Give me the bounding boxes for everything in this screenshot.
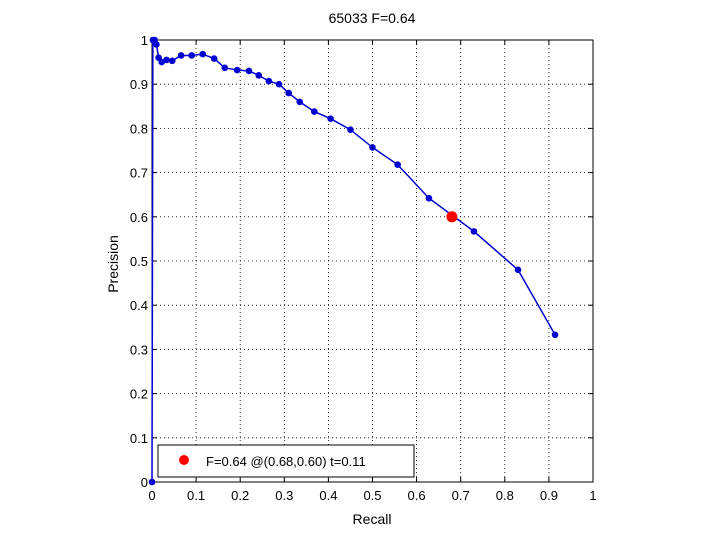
data-point: [265, 77, 273, 85]
data-point: [310, 108, 318, 115]
x-tick-label: 0.9: [540, 488, 558, 503]
data-point: [163, 56, 170, 64]
legend: F=0.64 @(0.68,0.60) t=0.11: [157, 444, 415, 478]
data-point: [255, 72, 263, 79]
data-point: [188, 52, 195, 59]
y-tick-label: 0.4: [130, 298, 148, 313]
data-point: [369, 144, 376, 151]
data-point: [551, 331, 559, 339]
y-tick-label: 1: [141, 33, 148, 48]
y-tick-label: 0.7: [130, 166, 148, 181]
data-point: [394, 161, 401, 168]
data-point: [153, 41, 160, 48]
data-point: [168, 57, 176, 65]
data-point: [285, 89, 293, 97]
legend-box: [157, 444, 415, 478]
data-point: [275, 80, 283, 88]
y-tick-label: 0.2: [130, 387, 148, 402]
data-point: [148, 478, 156, 486]
x-tick-label: 0.1: [187, 488, 205, 503]
legend-text: F=0.64 @(0.68,0.60) t=0.11: [206, 454, 366, 469]
y-tick-label: 0.6: [130, 210, 148, 225]
y-tick-label: 0.3: [130, 342, 148, 357]
grid-lines: [152, 40, 593, 482]
data-point: [199, 50, 207, 58]
data-point: [514, 266, 522, 274]
data-point: [245, 67, 253, 75]
data-point: [347, 126, 354, 134]
legend-marker: [179, 455, 189, 465]
x-axis-label: Recall: [353, 511, 392, 527]
chart-title: 65033 F=0.64: [329, 10, 416, 26]
x-tick-label: 0: [148, 488, 155, 503]
y-axis-label: Precision: [105, 235, 121, 293]
y-tick-label: 0: [141, 475, 148, 490]
data-point: [210, 55, 218, 62]
best-f-point: [446, 211, 458, 223]
x-tick-label: 0.8: [496, 488, 514, 503]
y-tick-labels: 0 0.1 0.2 0.3 0.4 0.5 0.6 0.7 0.8 0.9 1: [130, 33, 148, 490]
series-group: [148, 36, 559, 486]
data-point: [296, 98, 304, 106]
x-tick-labels: 0 0.1 0.2 0.3 0.4 0.5 0.6 0.7 0.8 0.9 1: [148, 488, 596, 503]
data-point: [470, 228, 478, 235]
x-tick-label: 0.3: [275, 488, 293, 503]
y-tick-label: 0.9: [130, 77, 148, 92]
x-tick-label: 1: [589, 488, 596, 503]
data-point: [327, 115, 334, 122]
x-tick-label: 0.4: [319, 488, 337, 503]
x-tick-label: 0.2: [231, 488, 249, 503]
y-tick-label: 0.8: [130, 121, 148, 136]
data-point: [221, 64, 229, 72]
y-tick-label: 0.5: [130, 254, 148, 269]
data-point: [233, 66, 241, 74]
data-point: [425, 194, 433, 202]
data-point: [177, 52, 185, 59]
x-tick-label: 0.6: [408, 488, 426, 503]
x-tick-label: 0.7: [452, 488, 470, 503]
x-tick-label: 0.5: [363, 488, 381, 503]
y-tick-label: 0.1: [130, 431, 148, 446]
